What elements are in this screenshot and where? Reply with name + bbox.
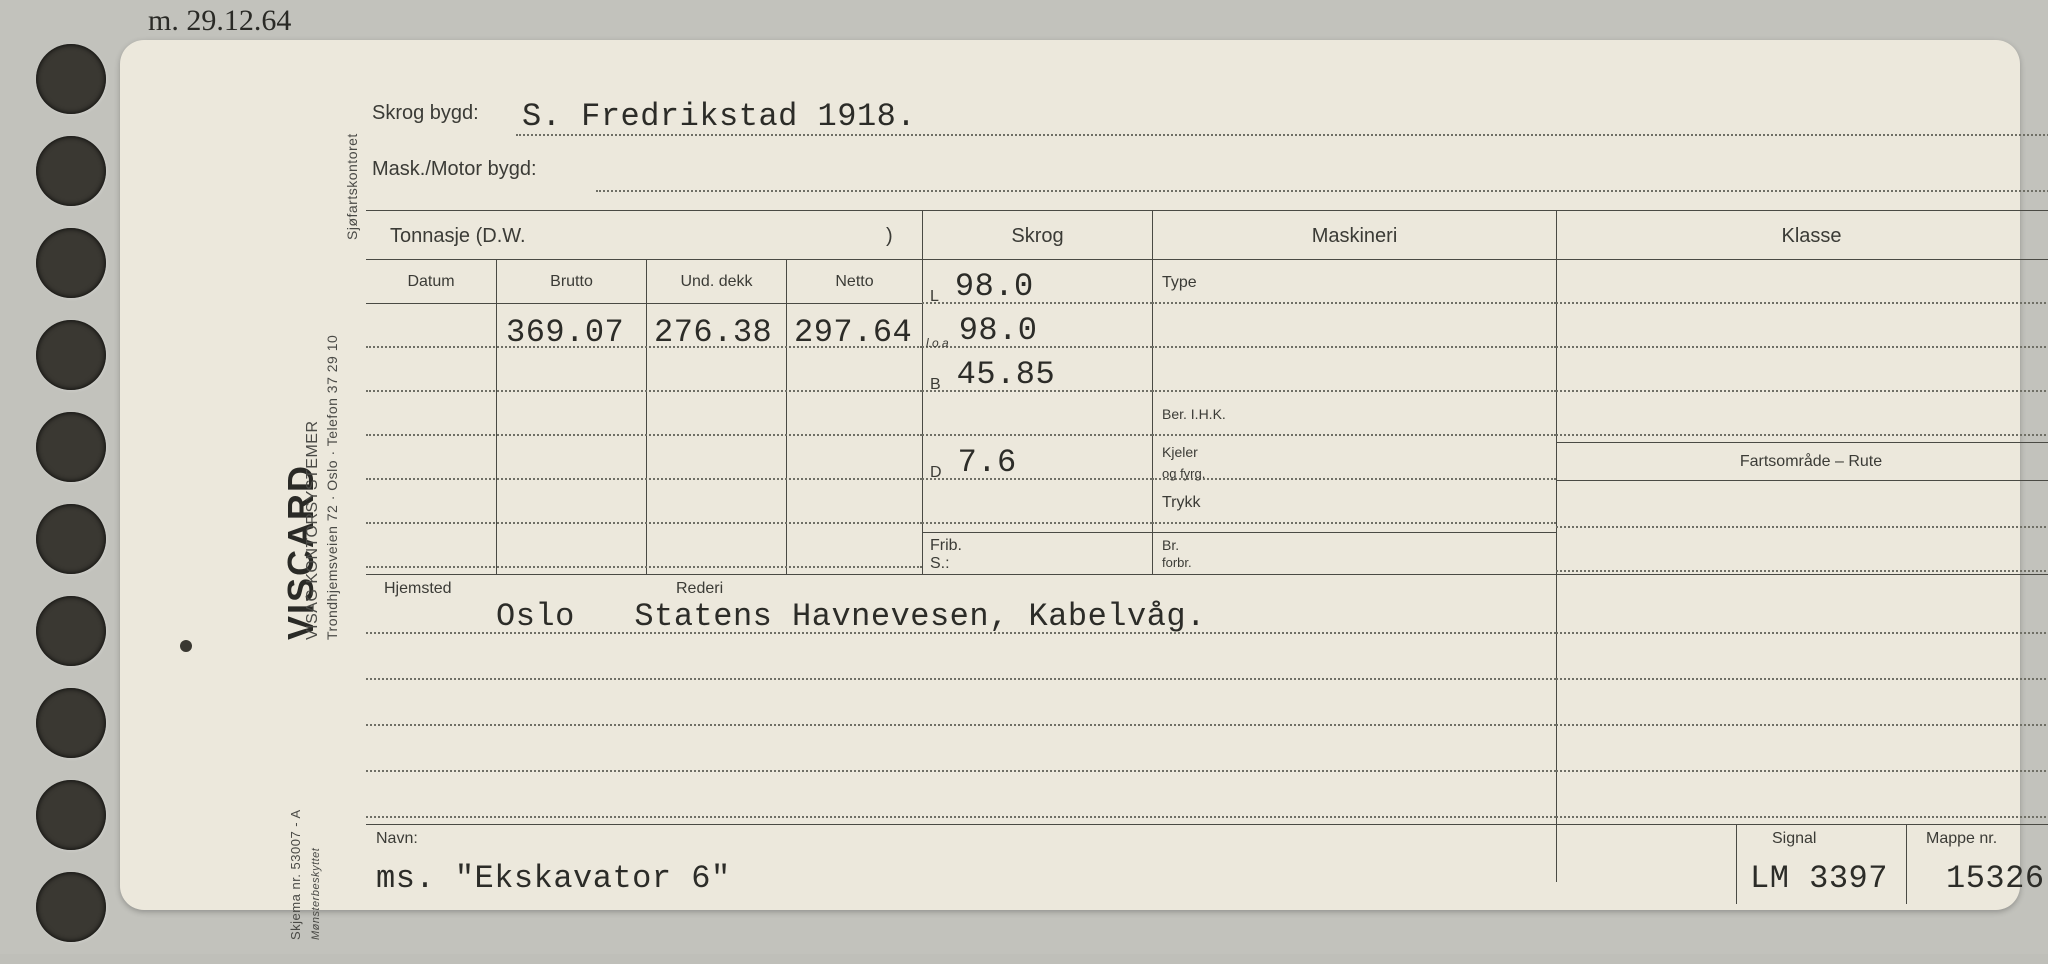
value-skrog-bygd: S. Fredrikstad 1918. — [522, 98, 916, 135]
value-brutto: 369.07 — [506, 314, 624, 351]
index-card: m. 29.12.64 VISCARD VISAG KONTORSYSTEMER… — [120, 40, 2020, 910]
label-br: Br. — [1162, 537, 1179, 553]
value-loa: 98.0 — [959, 312, 1038, 349]
label-og-fyrg: og fyrg. — [1162, 466, 1205, 481]
side-moenster: Mønsterbeskyttet — [310, 848, 322, 940]
label-rederi: Rederi — [676, 580, 723, 598]
mark-dot — [180, 640, 192, 652]
binder-hole — [36, 504, 106, 574]
binder-hole — [36, 872, 106, 942]
label-fartsomrade: Fartsområde – Rute — [1740, 453, 1882, 470]
label-frib: Frib. — [930, 537, 962, 555]
label-tonnasje-close: ) — [886, 225, 893, 248]
label-S: S.: — [930, 555, 950, 573]
binder-hole-strip — [36, 44, 106, 964]
label-forbr: forbr. — [1162, 555, 1192, 570]
label-navn: Navn: — [376, 830, 418, 848]
binder-hole — [36, 136, 106, 206]
label-skrog: Skrog — [1011, 225, 1063, 247]
binder-hole — [36, 780, 106, 850]
label-und-dekk: Und. dekk — [680, 273, 752, 290]
binder-hole — [36, 688, 106, 758]
value-mappe: 15326 — [1946, 860, 2045, 897]
label-B: B — [930, 376, 941, 393]
label-hjemsted: Hjemsted — [384, 580, 452, 598]
label-kjeler: Kjeler — [1162, 444, 1198, 460]
label-klasse: Klasse — [1781, 225, 1841, 247]
scan-background: m. 29.12.64 VISCARD VISAG KONTORSYSTEMER… — [0, 0, 2048, 954]
label-datum: Datum — [407, 273, 454, 290]
label-trykk: Trykk — [1162, 494, 1201, 511]
value-rederi: Statens Havnevesen, Kabelvåg. — [634, 598, 1205, 635]
value-L: 98.0 — [955, 268, 1034, 305]
value-hjemsted: Oslo — [496, 598, 575, 635]
label-ber-ihk: Ber. I.H.K. — [1162, 406, 1226, 422]
label-brutto: Brutto — [550, 273, 593, 290]
label-L: L — [930, 288, 939, 305]
label-signal: Signal — [1772, 830, 1816, 848]
label-mappe: Mappe nr. — [1926, 830, 1997, 848]
binder-hole — [36, 44, 106, 114]
label-type: Type — [1162, 274, 1197, 291]
label-netto: Netto — [835, 273, 873, 290]
form-area: Skrog bygd: S. Fredrikstad 1918. Mask./M… — [366, 94, 2048, 918]
label-tonnasje: Tonnasje (D.W. — [390, 225, 526, 248]
value-signal: LM 3397 — [1750, 860, 1888, 897]
binder-hole — [36, 228, 106, 298]
binder-hole — [36, 320, 106, 390]
value-und-dekk: 276.38 — [654, 314, 772, 351]
label-D: D — [930, 464, 942, 481]
binder-hole — [36, 412, 106, 482]
label-skrog-bygd: Skrog bygd: — [372, 102, 479, 125]
label-mask-motor: Mask./Motor bygd: — [372, 158, 537, 181]
label-maskineri: Maskineri — [1312, 225, 1398, 247]
value-netto: 297.64 — [794, 314, 912, 351]
binder-hole — [36, 596, 106, 666]
label-loa: l.o.a — [926, 336, 949, 350]
value-navn: ms. "Ekskavator 6" — [376, 860, 731, 897]
value-B: 45.85 — [957, 356, 1056, 393]
handwritten-date: m. 29.12.64 — [148, 4, 291, 38]
value-D: 7.6 — [958, 444, 1017, 481]
